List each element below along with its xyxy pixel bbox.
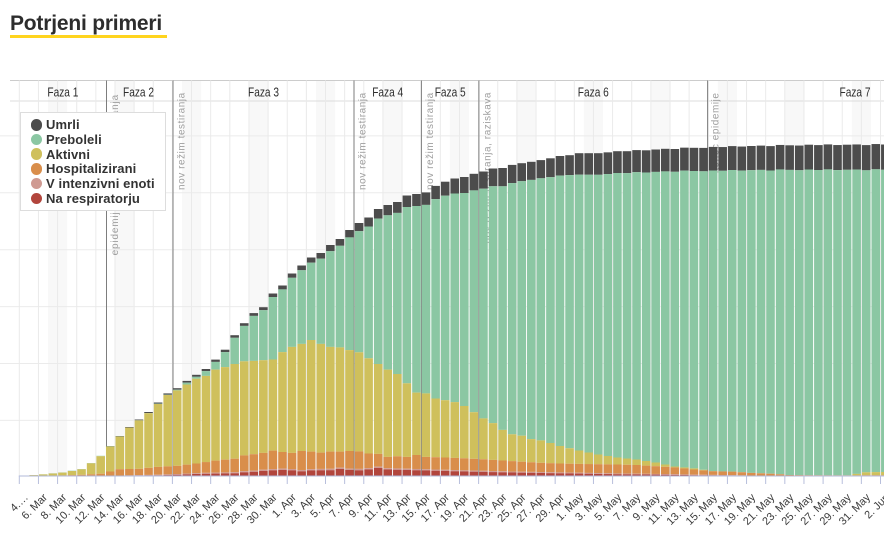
svg-text:Faza 7: Faza 7 (840, 85, 871, 100)
svg-text:Faza 4: Faza 4 (372, 85, 403, 100)
svg-text:konec epidemije: konec epidemije (711, 93, 722, 174)
svg-text:Faza 3: Faza 3 (248, 85, 279, 100)
svg-text:Faza 5: Faza 5 (435, 85, 466, 100)
svg-text:Faza 2: Faza 2 (123, 85, 154, 100)
svg-text:nov režim testiranja: nov režim testiranja (358, 92, 369, 190)
svg-text:nov režim testiranja: nov režim testiranja (425, 92, 436, 190)
svg-text:nov režim testiranja, raziskav: nov režim testiranja, raziskava (482, 92, 493, 244)
svg-text:nov režim testiranja: nov režim testiranja (177, 92, 188, 190)
svg-text:Faza 1: Faza 1 (47, 85, 78, 100)
svg-text:Faza 6: Faza 6 (578, 85, 609, 100)
